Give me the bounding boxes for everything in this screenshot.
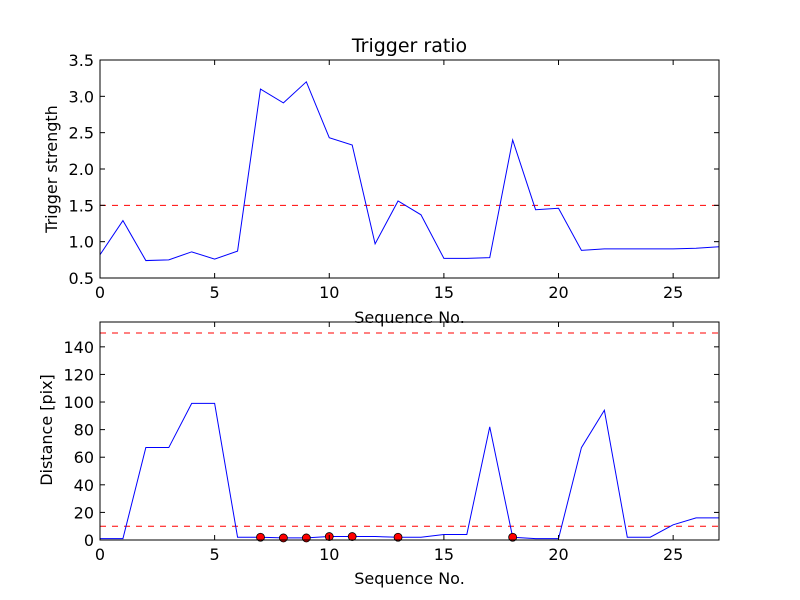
chart-title: Trigger ratio bbox=[351, 35, 467, 57]
x-tick-label: 20 bbox=[548, 283, 568, 302]
y-tick-label: 40 bbox=[74, 476, 94, 495]
y-axis-label: Trigger strength bbox=[42, 105, 61, 234]
plot-area bbox=[100, 332, 719, 540]
series-line bbox=[100, 80, 719, 262]
y-tick-label: 2.0 bbox=[69, 160, 94, 179]
x-tick-label: 15 bbox=[434, 545, 454, 564]
data-point-marker bbox=[279, 533, 288, 543]
x-tick-label: 10 bbox=[319, 545, 339, 564]
data-point-marker bbox=[347, 532, 357, 541]
y-tick-label: 3.5 bbox=[69, 51, 94, 70]
y-tick-label: 60 bbox=[74, 448, 94, 467]
y-axis-label: Distance [pix] bbox=[37, 374, 56, 486]
y-tick-label: 2.5 bbox=[69, 124, 94, 143]
data-point-marker bbox=[393, 532, 403, 542]
y-tick-label: 1.0 bbox=[69, 233, 94, 252]
x-tick-label: 20 bbox=[548, 545, 568, 564]
data-point-marker bbox=[508, 532, 518, 542]
axes-frame bbox=[99, 59, 720, 279]
x-tick-label: 15 bbox=[434, 283, 454, 302]
x-tick-label: 0 bbox=[95, 283, 105, 302]
y-tick-label: 80 bbox=[74, 421, 94, 440]
trigger-ratio-chart: Trigger ratio Sequence No. Trigger stren… bbox=[42, 35, 720, 327]
y-tick-label: 20 bbox=[74, 503, 94, 522]
data-point-marker bbox=[256, 532, 265, 542]
y-tick-label: 0.5 bbox=[69, 269, 94, 288]
plot-area bbox=[100, 80, 719, 262]
y-tick-label: 3.0 bbox=[69, 87, 94, 106]
x-tick-label: 0 bbox=[95, 545, 105, 564]
y-tick-label: 1.5 bbox=[69, 196, 94, 215]
y-tick-label: 100 bbox=[63, 393, 94, 412]
x-tick-label: 25 bbox=[663, 545, 683, 564]
distance-chart: Sequence No. Distance [pix] 0 5 10 15 20 25 0 2… bbox=[37, 321, 720, 588]
x-axis-label: Sequence No. bbox=[354, 308, 465, 327]
series-line bbox=[100, 402, 719, 540]
x-tick-label: 10 bbox=[319, 283, 339, 302]
x-tick-label: 5 bbox=[210, 283, 220, 302]
y-tick-label: 0 bbox=[84, 531, 94, 550]
data-point-marker bbox=[301, 533, 311, 543]
x-tick-label: 25 bbox=[663, 283, 683, 302]
y-tick-label: 140 bbox=[63, 338, 94, 357]
x-axis-label: Sequence No. bbox=[354, 569, 465, 588]
x-tick-label: 5 bbox=[210, 545, 220, 564]
y-tick-label: 120 bbox=[63, 365, 94, 384]
axes-frame bbox=[99, 321, 720, 541]
